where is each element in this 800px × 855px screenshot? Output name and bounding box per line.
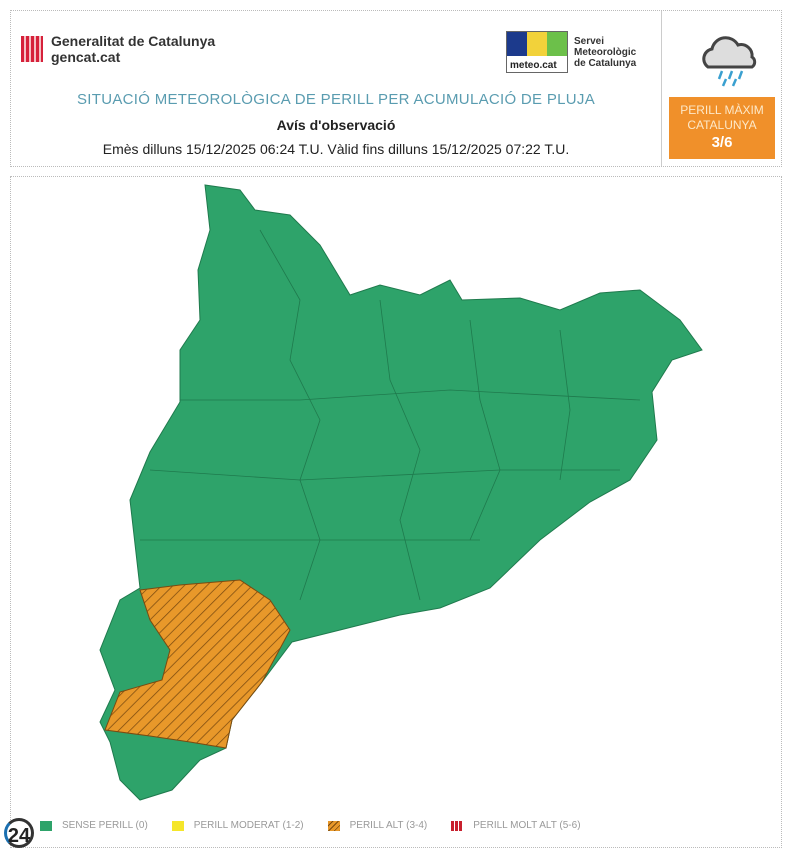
- generalitat-logo-icon: [21, 36, 43, 62]
- watermark-logo: 24: [4, 818, 34, 848]
- max-danger-line2: CATALUNYA: [687, 118, 757, 132]
- bulletin-subtitle: Avís d'observació: [276, 117, 396, 133]
- meteo-name-3: de Catalunya: [574, 57, 637, 69]
- legend-label-moderate: PERILL MODERAT (1-2): [193, 820, 304, 831]
- org-site: gencat.cat: [51, 49, 121, 65]
- legend-swatch-moderate: [171, 820, 184, 831]
- meteocat-brand: meteo.cat Servei Meteorològic de Catalunya: [506, 31, 636, 73]
- org-name: Generalitat de Catalunya: [51, 33, 216, 49]
- meteocat-logo-icon: meteo.cat: [506, 31, 568, 73]
- bulletin-title: SITUACIÓ METEOROLÒGICA DE PERILL PER ACU…: [76, 91, 596, 108]
- divider: [661, 11, 662, 166]
- legend: SENSE PERILL (0) PERILL MODERAT (1-2) PE…: [40, 820, 605, 831]
- legend-swatch-high: [327, 820, 340, 831]
- legend-swatch-none: [40, 820, 52, 831]
- max-danger-line1: PERILL MÀXIM: [680, 103, 764, 117]
- legend-label-none: SENSE PERILL (0): [62, 820, 148, 831]
- legend-label-very-high: PERILL MOLT ALT (5-6): [473, 820, 581, 831]
- legend-swatch-very-high: [451, 820, 464, 831]
- max-danger-level: 3/6: [711, 134, 733, 151]
- meteo-name-2: Meteorològic: [574, 46, 637, 58]
- validity-text: Emès dilluns 15/12/2025 06:24 T.U. Vàlid…: [102, 141, 570, 157]
- meteo-name-1: Servei: [574, 35, 605, 47]
- meteo-logo-text: meteo.cat: [510, 60, 557, 71]
- rain-cloud-icon: [702, 36, 757, 87]
- map-panel: [10, 176, 782, 848]
- county-borders: [140, 229, 641, 601]
- legend-label-high: PERILL ALT (3-4): [349, 820, 428, 831]
- region-high-danger[interactable]: [104, 579, 291, 749]
- max-danger-badge: PERILL MÀXIM CATALUNYA 3/6: [669, 97, 775, 159]
- bulletin-header: Generalitat de Catalunya gencat.cat meteo…: [10, 10, 782, 167]
- generalitat-brand: Generalitat de Catalunya gencat.cat: [21, 33, 215, 65]
